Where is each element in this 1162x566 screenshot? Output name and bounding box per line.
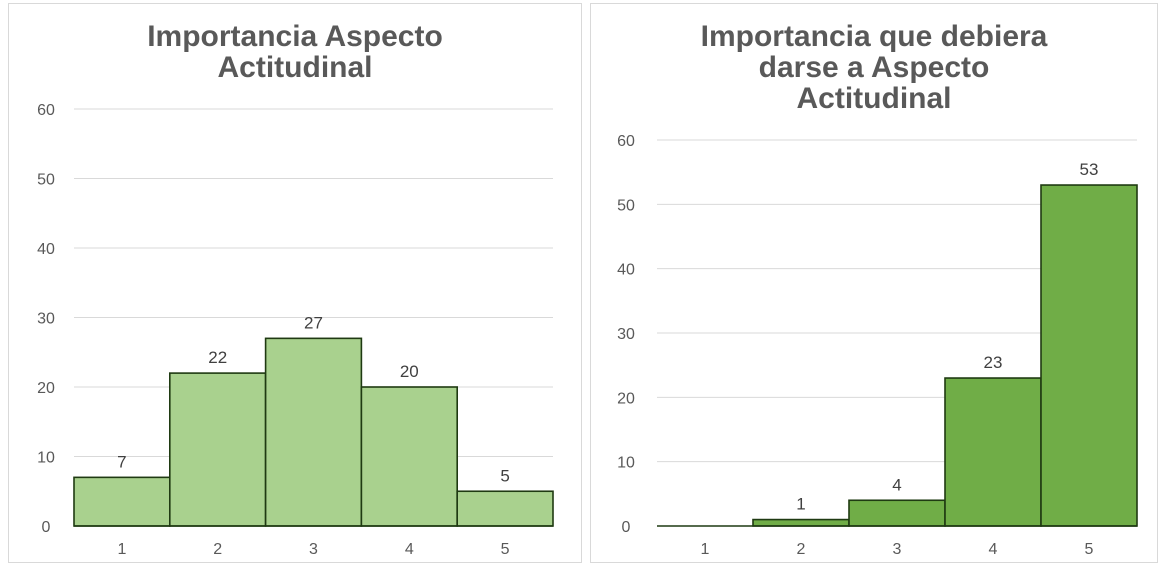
- x-tick-label: 3: [309, 541, 318, 558]
- chart-panel-right: Importancia que debiera darse a Aspecto …: [590, 3, 1158, 563]
- bar: [456, 490, 554, 527]
- data-label: 4: [892, 475, 901, 494]
- x-tick-label: 1: [117, 541, 126, 558]
- data-label: 53: [1080, 160, 1099, 179]
- y-tick-label: 60: [617, 133, 635, 150]
- data-label: 27: [304, 313, 323, 332]
- y-tick-label: 10: [37, 450, 55, 467]
- chart-title-right-line-1: Importancia que debiera: [700, 20, 1048, 53]
- chart-panel-left: Importancia Aspecto Actitudinal 0 10 20 30 4…: [8, 3, 582, 563]
- y-tick-label: 20: [37, 380, 55, 397]
- y-tick-label: 30: [37, 311, 55, 328]
- x-tick-label: 1: [701, 541, 710, 558]
- y-tick-label: 0: [622, 519, 631, 536]
- data-label: 23: [984, 353, 1003, 372]
- bar: [169, 372, 267, 527]
- bar: [848, 499, 946, 527]
- bar: [264, 337, 363, 527]
- histogram-right: 0 10 20 30 40 50 60 1 1 2 4 3 23 4 53 5: [617, 133, 1138, 558]
- y-tick-label: 0: [42, 519, 51, 536]
- bar: [944, 377, 1042, 527]
- bar: [752, 518, 850, 527]
- bar: [1040, 184, 1138, 527]
- x-tick-label: 5: [501, 541, 510, 558]
- chart-title-right-line-2: darse a Aspecto: [758, 51, 990, 84]
- x-tick-label: 5: [1085, 541, 1094, 558]
- data-label: 20: [400, 362, 419, 381]
- y-tick-label: 40: [617, 262, 635, 279]
- chart-title-left: Importancia Aspecto Actitudinal: [9, 21, 581, 83]
- data-label: 1: [796, 495, 805, 514]
- bar: [73, 476, 171, 527]
- x-tick-label: 2: [797, 541, 806, 558]
- y-tick-label: 60: [37, 102, 55, 119]
- chart-title-right: Importancia que debiera darse a Aspecto …: [591, 21, 1157, 114]
- y-tick-label: 40: [37, 241, 55, 258]
- y-tick-label: 10: [617, 455, 635, 472]
- y-tick-label: 50: [37, 172, 55, 189]
- data-label: 7: [117, 452, 126, 471]
- bar: [360, 386, 458, 527]
- y-tick-label: 20: [617, 390, 635, 407]
- x-tick-label: 4: [405, 541, 414, 558]
- x-tick-label: 4: [989, 541, 998, 558]
- chart-title-right-line-3: Actitudinal: [796, 82, 952, 115]
- x-tick-label: 2: [213, 541, 222, 558]
- data-label: 22: [208, 348, 227, 367]
- data-label: 5: [500, 466, 509, 485]
- chart-title-left-line-1: Importancia Aspecto: [147, 20, 443, 53]
- y-tick-label: 30: [617, 326, 635, 343]
- x-tick-label: 3: [893, 541, 902, 558]
- chart-title-left-line-2: Actitudinal: [217, 51, 373, 84]
- y-tick-label: 50: [617, 197, 635, 214]
